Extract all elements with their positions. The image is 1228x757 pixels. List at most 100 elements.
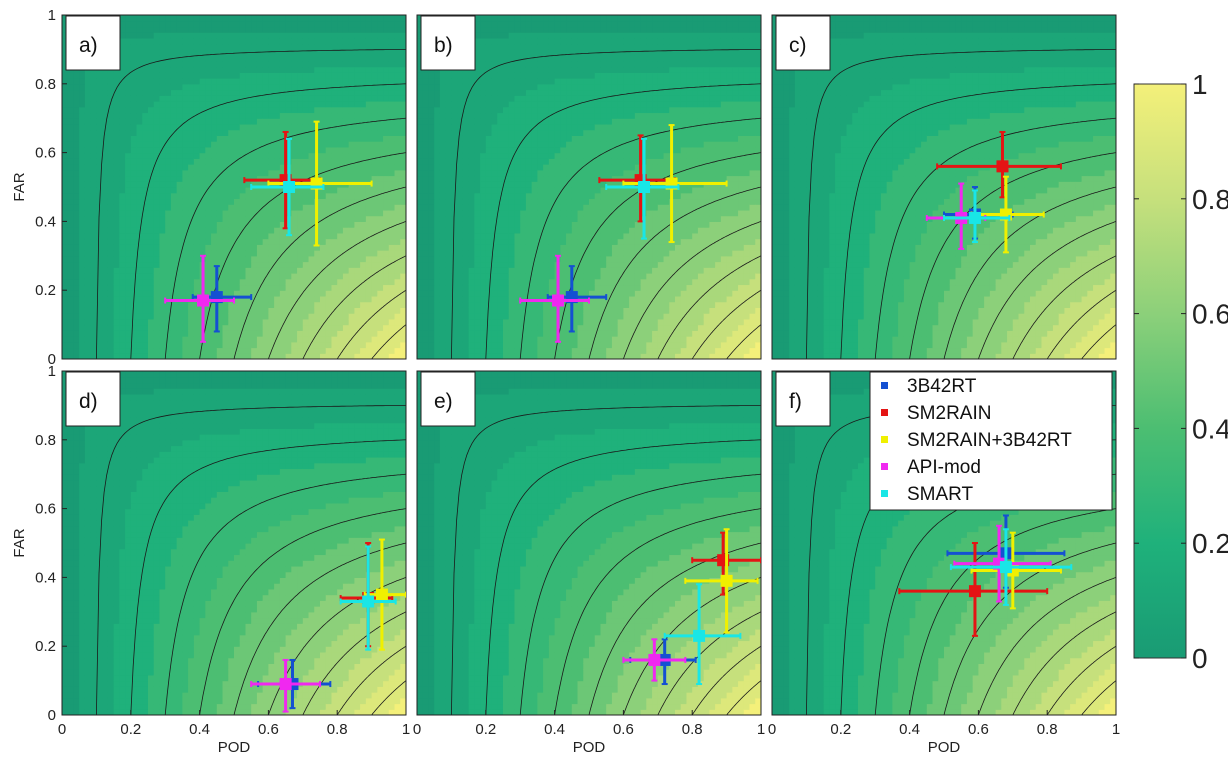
contour-cell	[165, 284, 172, 291]
contour-cell	[325, 118, 333, 125]
contour-cell	[222, 227, 229, 234]
contour-cell	[234, 313, 241, 320]
contour-cell	[234, 255, 241, 263]
contour-cell	[274, 313, 281, 320]
contour-cell	[445, 278, 452, 286]
contour-cell	[136, 192, 143, 200]
contour-cell	[234, 232, 241, 240]
contour-cell	[497, 118, 504, 125]
contour-cell	[228, 347, 235, 354]
contour-cell	[216, 330, 224, 337]
contour-cell	[302, 95, 310, 102]
contour-cell	[84, 318, 92, 326]
contour-cell	[148, 60, 155, 68]
contour-cell	[497, 307, 504, 314]
contour-cell	[262, 238, 269, 245]
contour-cell	[531, 232, 538, 240]
contour-cell	[262, 26, 269, 33]
contour-cell	[514, 250, 521, 257]
contour-cell	[245, 221, 252, 228]
contour-cell	[125, 181, 132, 188]
contour-cell	[188, 37, 195, 45]
contour-cell	[354, 255, 361, 263]
contour-cell	[422, 353, 430, 359]
contour-cell	[176, 284, 183, 291]
contour-cell	[291, 118, 298, 125]
contour-cell	[531, 324, 538, 331]
contour-cell	[377, 49, 384, 56]
contour-cell	[222, 49, 229, 56]
contour-cell	[107, 215, 115, 222]
contour-cell	[148, 20, 155, 28]
contour-cell	[331, 330, 338, 337]
contour-cell	[136, 215, 143, 222]
contour-cell	[216, 37, 224, 45]
contour-cell	[130, 244, 138, 251]
contour-cell	[320, 60, 327, 68]
contour-cell	[256, 146, 264, 154]
contour-cell	[342, 324, 350, 331]
contour-cell	[182, 341, 189, 349]
contour-cell	[245, 227, 252, 234]
contour-cell	[251, 83, 258, 91]
contour-cell	[434, 175, 441, 182]
contour-cell	[491, 284, 498, 291]
contour-cell	[314, 307, 321, 314]
contour-cell	[176, 215, 183, 222]
contour-cell	[153, 187, 161, 194]
contour-cell	[525, 118, 533, 125]
contour-cell	[514, 273, 521, 280]
contour-cell	[125, 198, 132, 205]
contour-cell	[153, 20, 161, 28]
contour-cell	[360, 26, 367, 33]
contour-cell	[428, 72, 435, 79]
contour-cell	[462, 106, 470, 114]
contour-cell	[234, 198, 241, 205]
contour-cell	[170, 192, 178, 200]
contour-cell	[251, 278, 258, 286]
contour-cell	[96, 250, 103, 257]
contour-cell	[239, 146, 247, 154]
contour-cell	[62, 187, 69, 194]
contour-cell	[188, 158, 195, 165]
contour-cell	[79, 141, 86, 148]
contour-cell	[531, 158, 538, 165]
contour-cell	[153, 278, 161, 286]
contour-cell	[520, 123, 527, 131]
contour-cell	[119, 187, 126, 194]
contour-cell	[514, 284, 521, 291]
contour-cell	[165, 32, 172, 39]
contour-cell	[279, 49, 287, 56]
contour-cell	[503, 158, 510, 165]
contour-cell	[394, 175, 401, 182]
contour-cell	[102, 215, 109, 222]
contour-cell	[445, 112, 452, 119]
contour-cell	[308, 250, 315, 257]
contour-cell	[308, 72, 315, 79]
contour-cell	[211, 238, 218, 245]
contour-cell	[62, 55, 69, 62]
contour-cell	[365, 307, 373, 314]
contour-cell	[297, 301, 304, 308]
contour-cell	[525, 123, 533, 131]
contour-cell	[193, 60, 201, 68]
contour-cell	[497, 152, 504, 159]
contour-cell	[193, 49, 201, 56]
contour-cell	[222, 301, 229, 308]
contour-cell	[365, 187, 373, 194]
contour-cell	[325, 250, 333, 257]
series-api-mod	[164, 254, 235, 343]
contour-cell	[199, 72, 206, 79]
contour-cell	[439, 227, 447, 234]
contour-cell	[90, 118, 97, 125]
contour-cell	[371, 43, 378, 50]
contour-cell	[457, 261, 464, 268]
contour-cell	[480, 192, 487, 200]
contour-cell	[308, 95, 315, 102]
contour-cell	[348, 89, 355, 96]
contour-cell	[274, 135, 281, 142]
contour-cell	[348, 204, 355, 211]
contour-cell	[291, 215, 298, 222]
contour-cell	[297, 318, 304, 326]
contour-cell	[520, 198, 527, 205]
